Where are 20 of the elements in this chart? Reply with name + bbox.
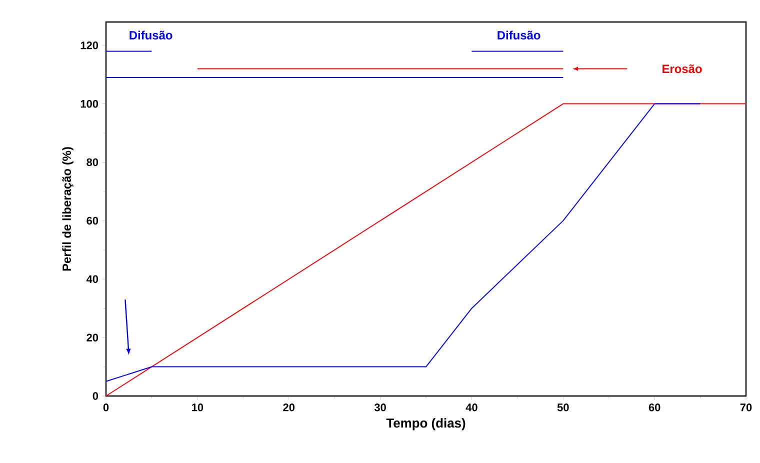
- y-tick-label: 80: [86, 158, 98, 166]
- x-tick-label: 50: [557, 404, 569, 412]
- y-tick-label: 20: [86, 334, 98, 342]
- x-tick-label: 40: [466, 404, 478, 412]
- x-tick-label: 70: [740, 404, 752, 412]
- y-tick-label: 0: [92, 392, 98, 400]
- x-tick-label: 10: [192, 404, 204, 412]
- y-tick-label: 60: [86, 216, 98, 225]
- y-tick-label: 100: [80, 100, 98, 108]
- x-tick-label: 20: [283, 404, 294, 412]
- y-tick-label: 40: [86, 275, 98, 284]
- y-tick-label: 120: [80, 42, 98, 50]
- x-axis-title: Tempo (dias): [386, 418, 466, 430]
- annotation: Difusão: [498, 30, 540, 40]
- annotation: Difusão: [130, 30, 172, 40]
- x-tick-label: 30: [374, 404, 386, 412]
- x-tick-label: 60: [648, 404, 660, 412]
- annotation: Erosão: [662, 64, 702, 74]
- x-tick-label: 0: [103, 404, 109, 412]
- y-axis-title: Perfil de liberação (%): [62, 147, 74, 271]
